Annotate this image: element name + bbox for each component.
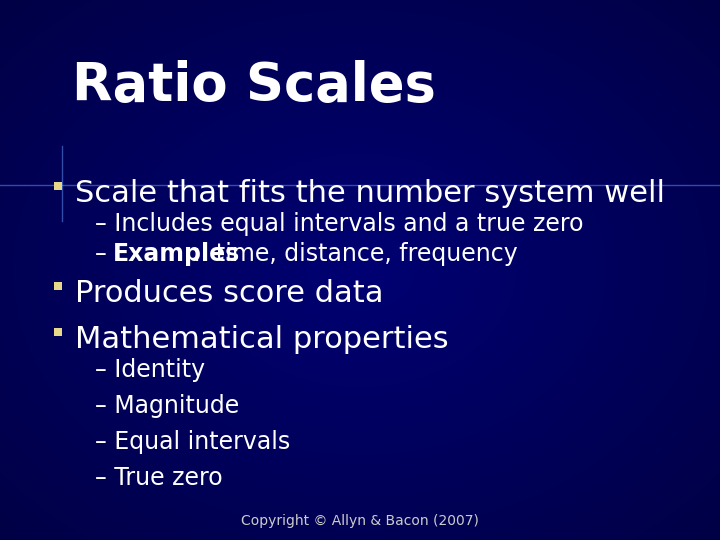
Bar [54, 182, 62, 190]
Bar [54, 328, 62, 336]
Text: Ratio Scales: Ratio Scales [72, 60, 436, 112]
Text: –: – [95, 242, 114, 266]
Text: Mathematical properties: Mathematical properties [75, 325, 449, 354]
Text: – True zero: – True zero [95, 466, 222, 490]
Bar [54, 282, 62, 290]
Text: :  time, distance, frequency: : time, distance, frequency [193, 242, 518, 266]
Text: – Identity: – Identity [95, 358, 205, 382]
Text: – Magnitude: – Magnitude [95, 394, 239, 418]
Text: Produces score data: Produces score data [75, 279, 384, 308]
Text: Copyright © Allyn & Bacon (2007): Copyright © Allyn & Bacon (2007) [241, 514, 479, 528]
Text: Scale that fits the number system well: Scale that fits the number system well [75, 179, 665, 208]
Text: – Includes equal intervals and a true zero: – Includes equal intervals and a true ze… [95, 212, 583, 236]
Text: – Equal intervals: – Equal intervals [95, 430, 290, 454]
Text: Examples: Examples [113, 242, 240, 266]
